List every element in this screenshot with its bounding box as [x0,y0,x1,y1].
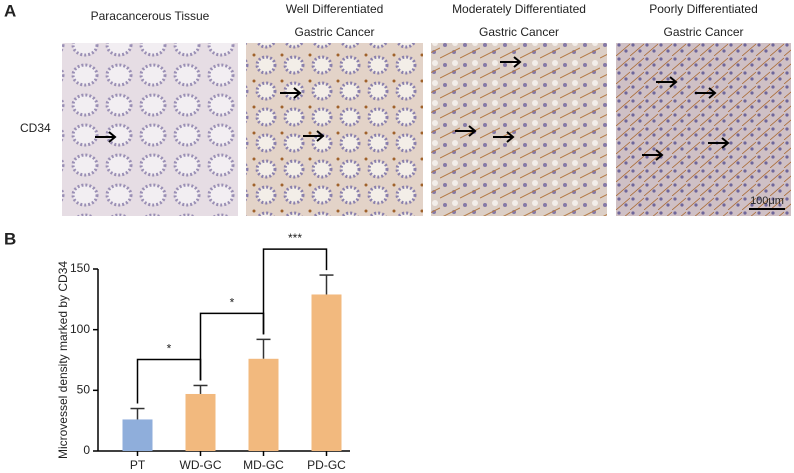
column-title: Gastric Cancer [663,25,743,39]
column-title: Well Differentiated [286,2,384,16]
arrows [95,56,785,210]
panel-label: B [4,229,16,248]
significance-label: * [230,296,235,310]
bar [185,393,216,451]
y-axis-label: Microvessel density marked by CD34 [56,261,70,459]
y-tick-label: 150 [70,261,90,275]
column-title: Paracancerous Tissue [91,9,210,23]
bar [248,358,279,451]
x-tick-label: MD-GC [243,458,284,472]
y-tick-label: 100 [70,322,90,336]
x-tick-label: PT [130,458,146,472]
x-tick-label: WD-GC [180,458,222,472]
y-tick-label: 50 [77,383,91,397]
micrograph [616,43,791,216]
significance-label: *** [288,231,302,245]
significance-bracket [262,248,328,335]
column-title: Gastric Cancer [294,25,374,39]
micrograph [246,43,423,216]
bar [122,419,153,451]
column-title: Poorly Differentiated [649,2,758,16]
micrograph [62,43,238,216]
scale-bar-label: 100μm [750,195,784,207]
x-tick-label: PD-GC [307,458,346,472]
column-title: Moderately Differentiated [452,2,586,16]
y-tick-label: 0 [83,443,90,457]
bar [311,294,342,451]
significance-label: * [167,342,172,356]
row-label: CD34 [20,121,51,135]
micrograph [431,43,607,216]
column-title: Gastric Cancer [479,25,559,39]
panel-label: A [4,1,16,20]
